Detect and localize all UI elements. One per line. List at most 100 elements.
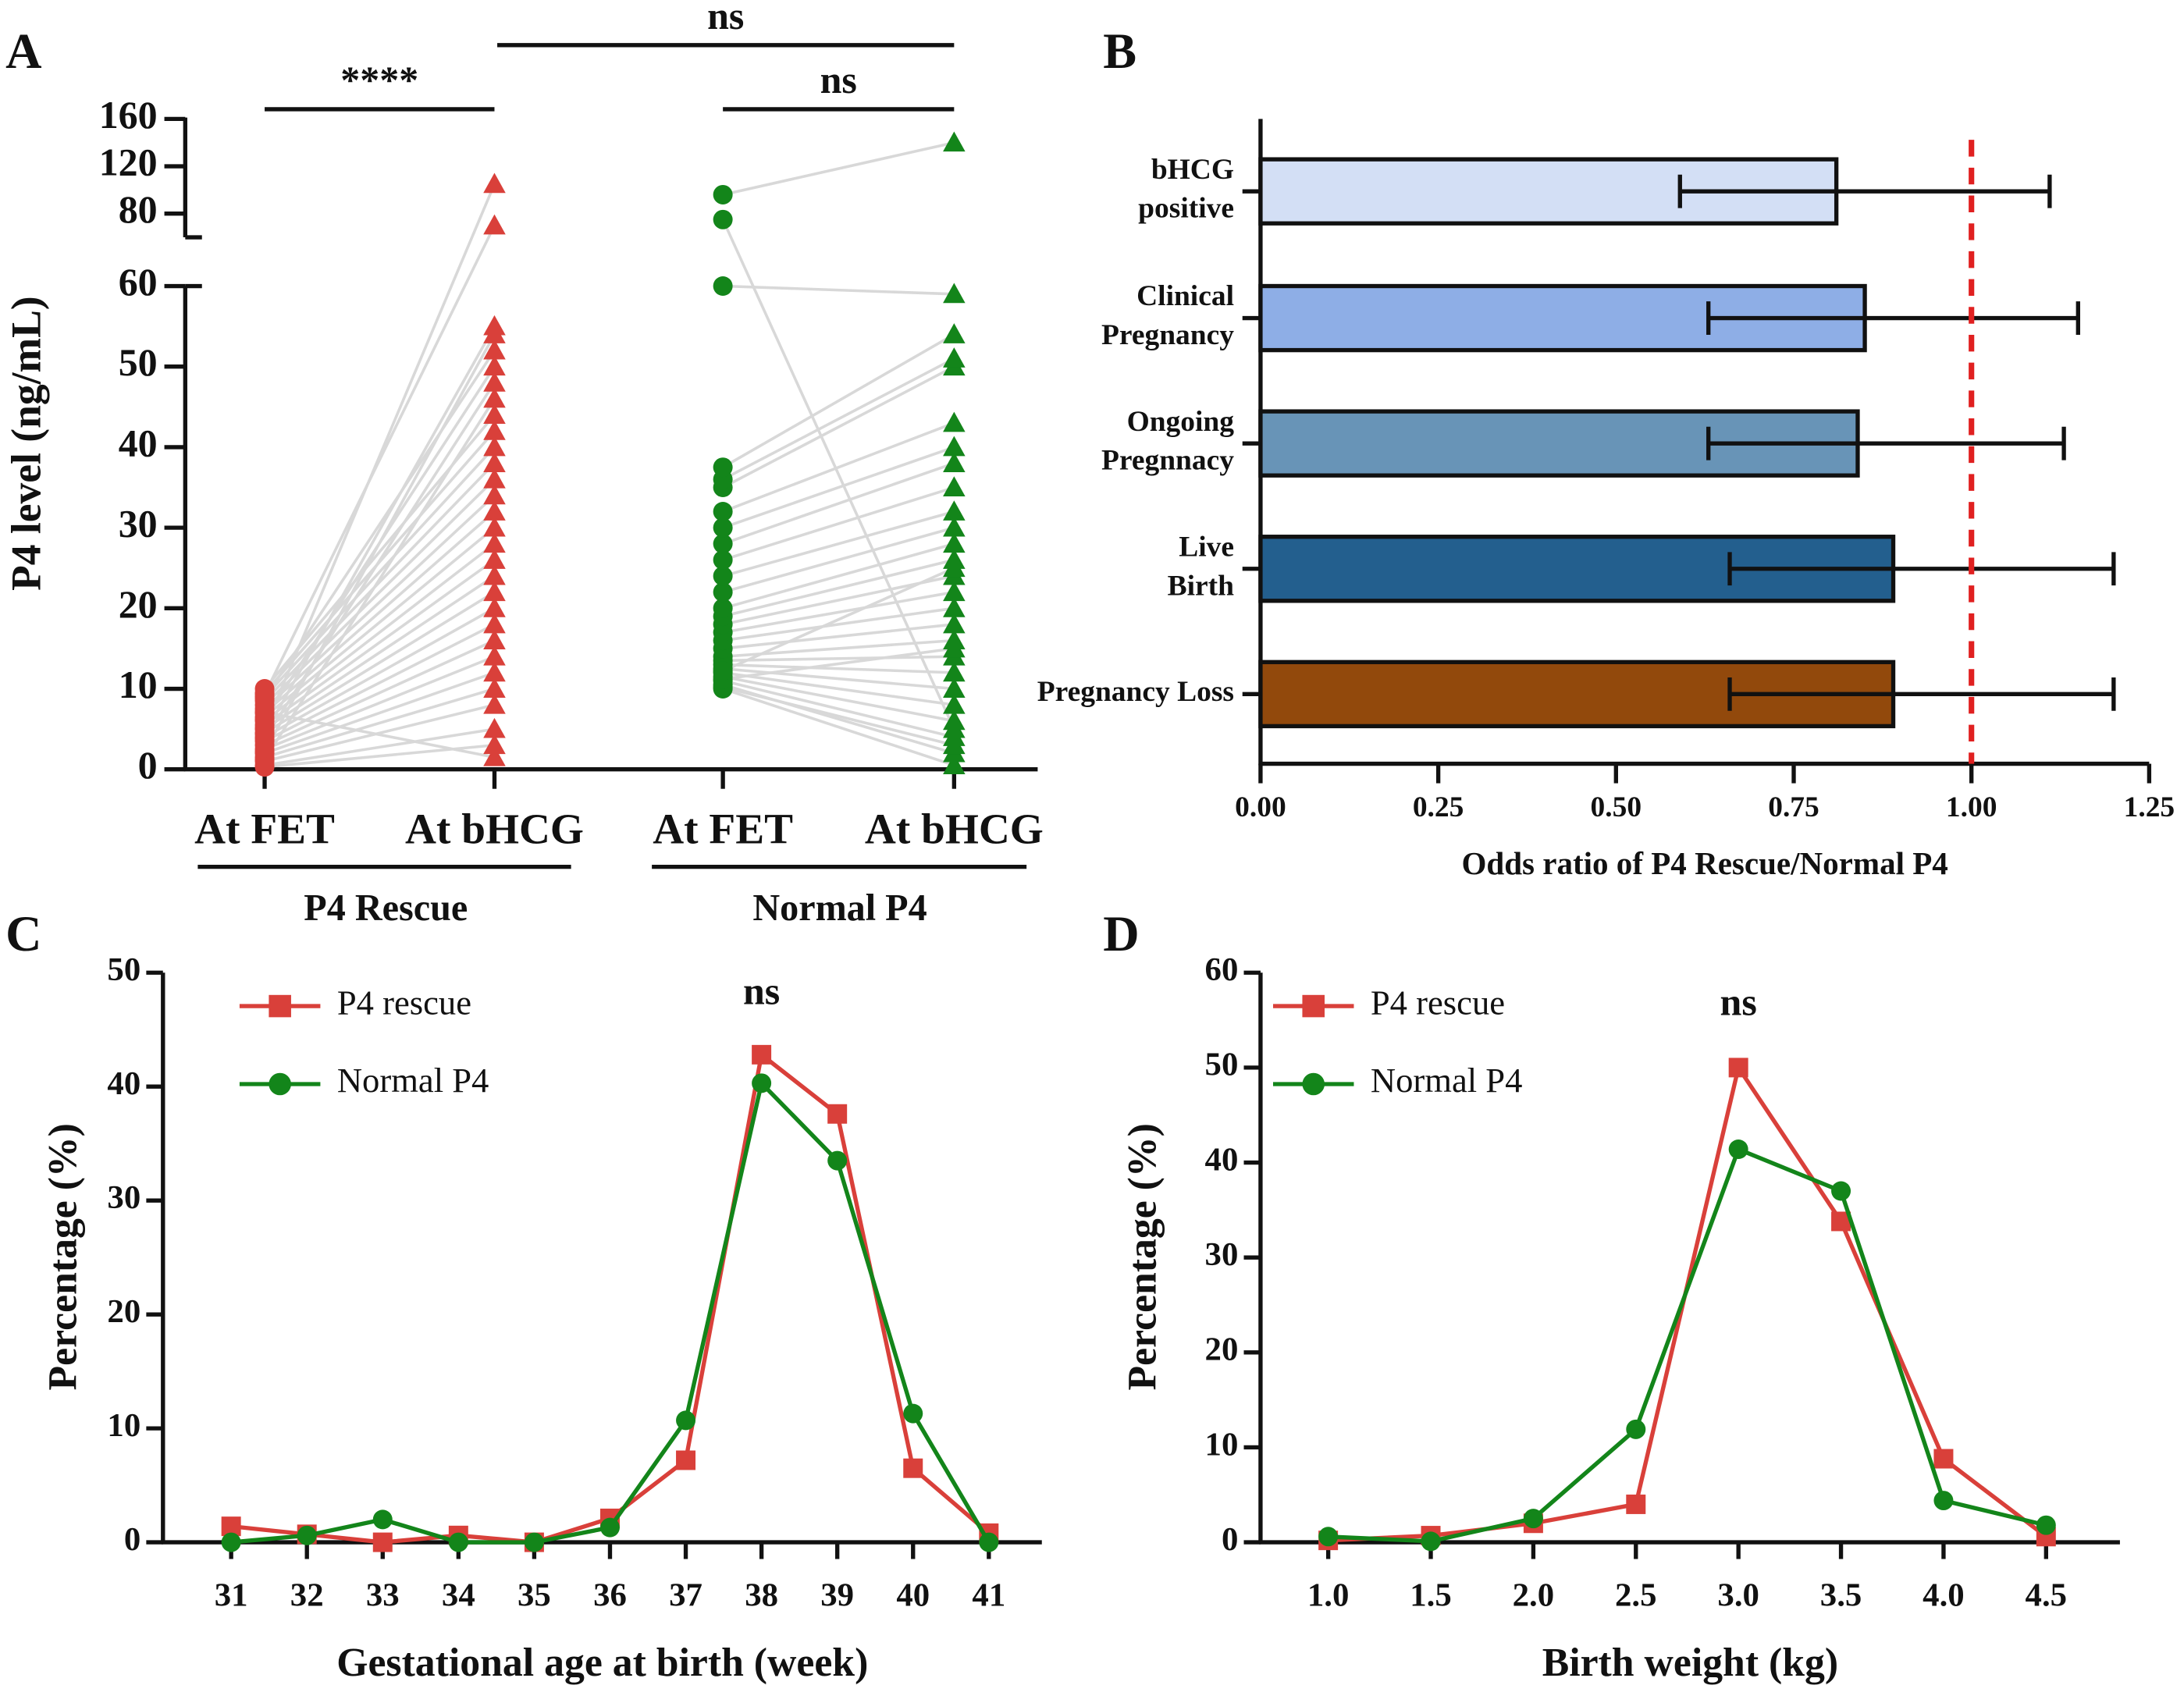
legend-label: P4 rescue xyxy=(337,983,471,1022)
marker xyxy=(483,645,506,666)
pair-line xyxy=(264,743,495,769)
marker xyxy=(903,1458,923,1478)
marker xyxy=(903,1403,923,1424)
x-tick-label: At FET xyxy=(194,805,335,852)
marker xyxy=(713,534,733,554)
pair-line xyxy=(263,526,496,719)
marker xyxy=(269,1072,291,1096)
error-bar xyxy=(1706,426,2066,460)
significance-label: ns xyxy=(743,969,780,1012)
x-axis-label: Birth weight (kg) xyxy=(1542,1641,1838,1685)
marker xyxy=(943,500,966,521)
error-bar xyxy=(1727,677,2116,711)
y-tick-label: 50 xyxy=(107,951,141,988)
y-tick-label: 0 xyxy=(1222,1521,1238,1558)
marker xyxy=(599,1517,620,1538)
x-tick-label: 3.5 xyxy=(1820,1577,1862,1613)
category-label: Birth xyxy=(1168,570,1235,602)
x-tick-label: At bHCG xyxy=(865,805,1044,852)
marker xyxy=(1933,1491,1954,1511)
y-axis-label: P4 level (ng/mL) xyxy=(3,296,50,591)
marker xyxy=(943,323,966,343)
pair-line xyxy=(264,623,496,743)
category-label: Clinical xyxy=(1136,280,1234,312)
pair-line xyxy=(722,667,955,691)
pair-line xyxy=(264,606,496,738)
marker xyxy=(979,1532,999,1552)
y-tick-label: 20 xyxy=(107,1293,141,1330)
marker xyxy=(483,677,506,698)
marker xyxy=(254,757,275,777)
marker xyxy=(269,994,291,1018)
marker xyxy=(943,754,966,774)
x-tick-label: 39 xyxy=(820,1577,854,1613)
marker xyxy=(221,1532,241,1552)
x-tick-label: 0.75 xyxy=(1768,791,1819,823)
y-tick-label: 80 xyxy=(119,187,158,231)
panel-label: C xyxy=(5,906,41,962)
y-tick-label: 20 xyxy=(1205,1331,1239,1368)
pair-line xyxy=(722,590,955,635)
marker xyxy=(448,1532,468,1552)
y-tick-label: 60 xyxy=(119,260,158,304)
marker xyxy=(483,500,506,521)
pair-line xyxy=(722,332,955,469)
marker xyxy=(943,661,966,682)
y-tick-label: 10 xyxy=(1205,1426,1239,1463)
marker xyxy=(943,436,966,457)
x-tick-label: 1.00 xyxy=(1946,791,1997,823)
category-label: Live xyxy=(1179,531,1234,563)
pair-line xyxy=(264,727,495,767)
marker xyxy=(943,693,966,714)
pair-line xyxy=(264,638,496,747)
category-label: Pregnancy Loss xyxy=(1037,676,1234,708)
marker xyxy=(1728,1139,1748,1159)
category-label: Pregnnacy xyxy=(1101,445,1234,477)
marker xyxy=(713,209,733,229)
marker xyxy=(943,637,966,658)
y-tick-label: 40 xyxy=(1205,1141,1239,1178)
marker xyxy=(713,661,733,681)
legend-label: Normal P4 xyxy=(1371,1061,1523,1100)
x-axis-label: Gestational age at birth (week) xyxy=(336,1641,868,1685)
category-label: Ongoing xyxy=(1127,406,1235,438)
marker xyxy=(372,1532,393,1552)
panel-label: D xyxy=(1103,906,1139,962)
marker xyxy=(713,457,733,478)
pair-line xyxy=(263,225,496,695)
marker xyxy=(676,1450,696,1470)
marker xyxy=(483,315,506,336)
x-tick-label: 0.25 xyxy=(1413,791,1464,823)
pair-line xyxy=(263,183,496,729)
marker xyxy=(2036,1515,2056,1535)
y-axis-label: Percentage (%) xyxy=(1120,1123,1165,1390)
marker xyxy=(254,702,275,722)
pair-line xyxy=(722,623,955,650)
error-bar xyxy=(1727,552,2116,586)
legend-label: Normal P4 xyxy=(337,1061,489,1100)
marker xyxy=(943,734,966,755)
panel-label: B xyxy=(1103,23,1136,79)
marker xyxy=(943,532,966,553)
y-tick-label: 40 xyxy=(107,1065,141,1102)
marker xyxy=(483,693,506,714)
marker xyxy=(827,1104,848,1124)
x-tick-label: 0.50 xyxy=(1591,791,1642,823)
x-tick-label: At FET xyxy=(653,805,793,852)
y-tick-label: 160 xyxy=(99,93,158,137)
marker xyxy=(483,613,506,634)
y-tick-label: 50 xyxy=(119,340,158,384)
significance-label: **** xyxy=(340,58,418,101)
significance-label: ns xyxy=(1720,980,1757,1024)
marker xyxy=(713,566,733,586)
pair-line xyxy=(263,333,496,752)
group-label: Normal P4 xyxy=(752,887,927,929)
pair-line xyxy=(263,446,496,699)
x-tick-label: 4.5 xyxy=(2026,1577,2068,1613)
pair-line xyxy=(722,685,955,747)
x-tick-label: 33 xyxy=(366,1577,400,1613)
marker xyxy=(483,172,506,194)
marker xyxy=(827,1150,848,1171)
marker xyxy=(943,283,966,304)
y-tick-label: 30 xyxy=(107,1179,141,1216)
